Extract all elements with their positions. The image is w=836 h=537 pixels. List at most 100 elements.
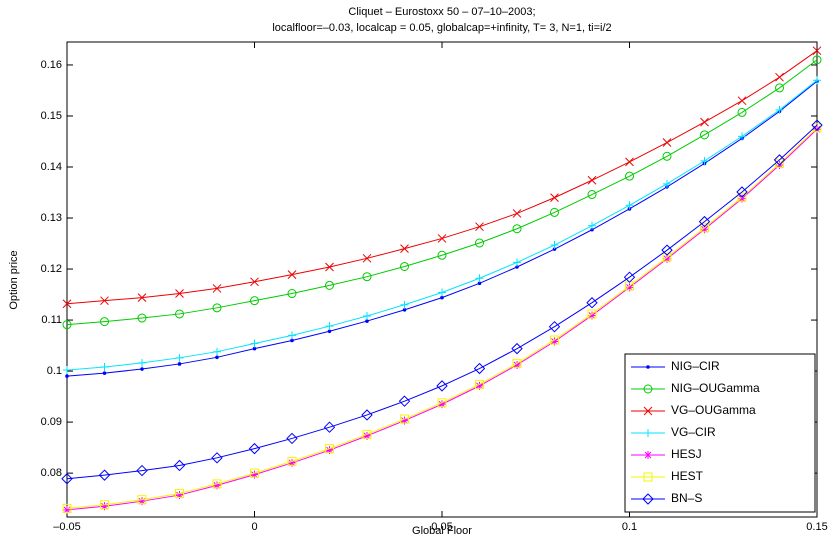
data-point	[588, 221, 596, 230]
data-point	[62, 503, 72, 513]
data-point	[587, 309, 597, 319]
legend-label: HESJ	[671, 447, 702, 461]
data-point	[475, 274, 484, 283]
data-point	[100, 363, 109, 371]
legend-marker	[644, 429, 652, 437]
data-point	[812, 46, 822, 56]
data-point	[63, 505, 71, 514]
data-point	[399, 261, 410, 271]
data-point	[736, 186, 748, 198]
data-point	[137, 293, 147, 302]
data-point	[473, 362, 486, 375]
legend-marker	[646, 365, 650, 369]
data-point	[773, 154, 786, 166]
data-point	[813, 125, 821, 134]
data-point	[173, 459, 186, 472]
data-point	[137, 495, 147, 505]
legend-label: NIG–OUGamma	[671, 381, 760, 395]
data-point	[587, 190, 597, 200]
data-point	[662, 138, 672, 147]
data-point	[98, 469, 111, 481]
data-point	[698, 215, 711, 228]
data-point	[475, 379, 484, 389]
y-tick-label: 0.13	[41, 212, 62, 224]
data-point	[398, 395, 411, 407]
data-point	[513, 258, 521, 267]
x-tick-label: 0.15	[806, 521, 827, 533]
legend-label: HEST	[671, 469, 704, 483]
data-point	[327, 329, 332, 334]
legend-marker	[644, 451, 652, 459]
data-point	[586, 297, 598, 309]
data-point	[365, 319, 369, 323]
data-point	[400, 414, 409, 424]
data-point	[400, 244, 409, 253]
data-point	[175, 489, 184, 499]
data-point	[550, 241, 559, 250]
data-point	[212, 303, 222, 313]
data-point	[62, 320, 72, 330]
data-point	[400, 416, 409, 425]
data-point	[400, 300, 409, 309]
data-point	[61, 473, 73, 485]
data-point	[175, 289, 184, 298]
data-point	[63, 366, 71, 375]
x-tick-label: –0.05	[53, 521, 81, 533]
series-line	[66, 127, 818, 509]
data-point	[737, 96, 747, 106]
data-point	[477, 281, 482, 286]
y-tick-label: 0.15	[41, 110, 62, 122]
data-point	[512, 209, 522, 218]
data-point	[625, 157, 634, 167]
legend-marker	[642, 493, 654, 505]
y-tick-label: 0.12	[41, 263, 62, 275]
data-point	[474, 238, 485, 248]
data-point	[136, 464, 148, 477]
data-point	[138, 497, 146, 506]
chart-subtitle: localfloor=–0.03, localcap = 0.05, globa…	[272, 22, 611, 34]
data-point	[250, 468, 259, 478]
series-line	[66, 59, 818, 326]
data-point	[362, 253, 372, 263]
data-point	[323, 421, 336, 433]
data-point	[325, 262, 334, 272]
chart-title: Cliquet – Eurostoxx 50 – 07–10–2003;	[348, 6, 535, 18]
data-point	[625, 201, 634, 210]
data-point	[250, 277, 259, 287]
data-point	[362, 429, 372, 439]
y-tick-label: 0.09	[41, 416, 62, 428]
data-point	[662, 151, 672, 161]
data-point	[475, 222, 484, 232]
data-point	[325, 444, 334, 454]
data-point	[287, 289, 297, 299]
data-point	[65, 374, 69, 378]
data-point	[550, 193, 559, 202]
data-point	[287, 270, 297, 280]
data-point	[290, 338, 294, 343]
data-point	[438, 400, 446, 409]
data-point	[288, 331, 296, 340]
data-point	[361, 409, 373, 421]
data-point	[325, 322, 334, 331]
data-point	[663, 254, 671, 263]
data-point	[511, 342, 523, 355]
data-point	[250, 470, 259, 479]
x-tick-label: 0	[251, 521, 257, 533]
data-point	[250, 339, 259, 348]
data-point	[813, 76, 821, 85]
data-point	[438, 288, 446, 297]
data-point	[699, 130, 710, 140]
data-point	[812, 55, 822, 65]
data-point	[436, 380, 448, 392]
data-point	[99, 317, 110, 327]
data-point	[212, 284, 222, 293]
data-point	[363, 431, 371, 440]
data-point	[213, 347, 221, 356]
data-point	[213, 481, 221, 490]
data-point	[738, 132, 746, 141]
data-point	[100, 502, 109, 511]
data-point	[700, 225, 709, 234]
data-point	[625, 281, 634, 291]
data-point	[212, 479, 222, 489]
